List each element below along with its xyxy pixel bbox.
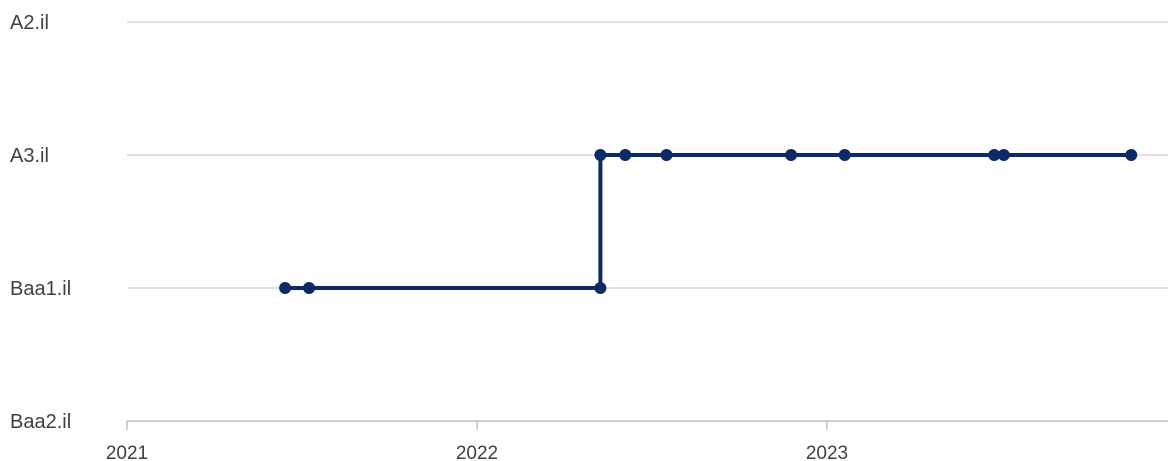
data-point-marker	[594, 282, 607, 294]
x-axis: 2021 2022 2023	[106, 420, 1168, 461]
series-layer	[279, 149, 1138, 294]
data-point-marker	[619, 149, 632, 161]
y-tick-label: Baa1.il	[10, 278, 71, 300]
y-tick-label: A3.il	[10, 145, 49, 167]
x-tick-label: 2022	[456, 443, 498, 461]
data-point-marker	[594, 149, 607, 161]
data-point-marker	[997, 149, 1010, 161]
data-point-marker	[988, 149, 1001, 161]
x-tick-label: 2023	[806, 443, 848, 461]
data-point-marker	[279, 282, 292, 294]
data-point-marker	[303, 282, 316, 294]
x-tick-label: 2021	[106, 443, 148, 461]
data-point-marker	[1125, 149, 1138, 161]
rating-step-line	[285, 153, 1132, 290]
y-tick-label: A2.il	[10, 12, 49, 34]
data-point-marker	[660, 149, 673, 161]
data-point-marker	[785, 149, 798, 161]
y-tick-label: Baa2.il	[10, 411, 71, 433]
data-point-marker	[838, 149, 851, 161]
y-axis-tick-labels: Baa2.il Baa1.il A3.il A2.il	[10, 12, 71, 433]
